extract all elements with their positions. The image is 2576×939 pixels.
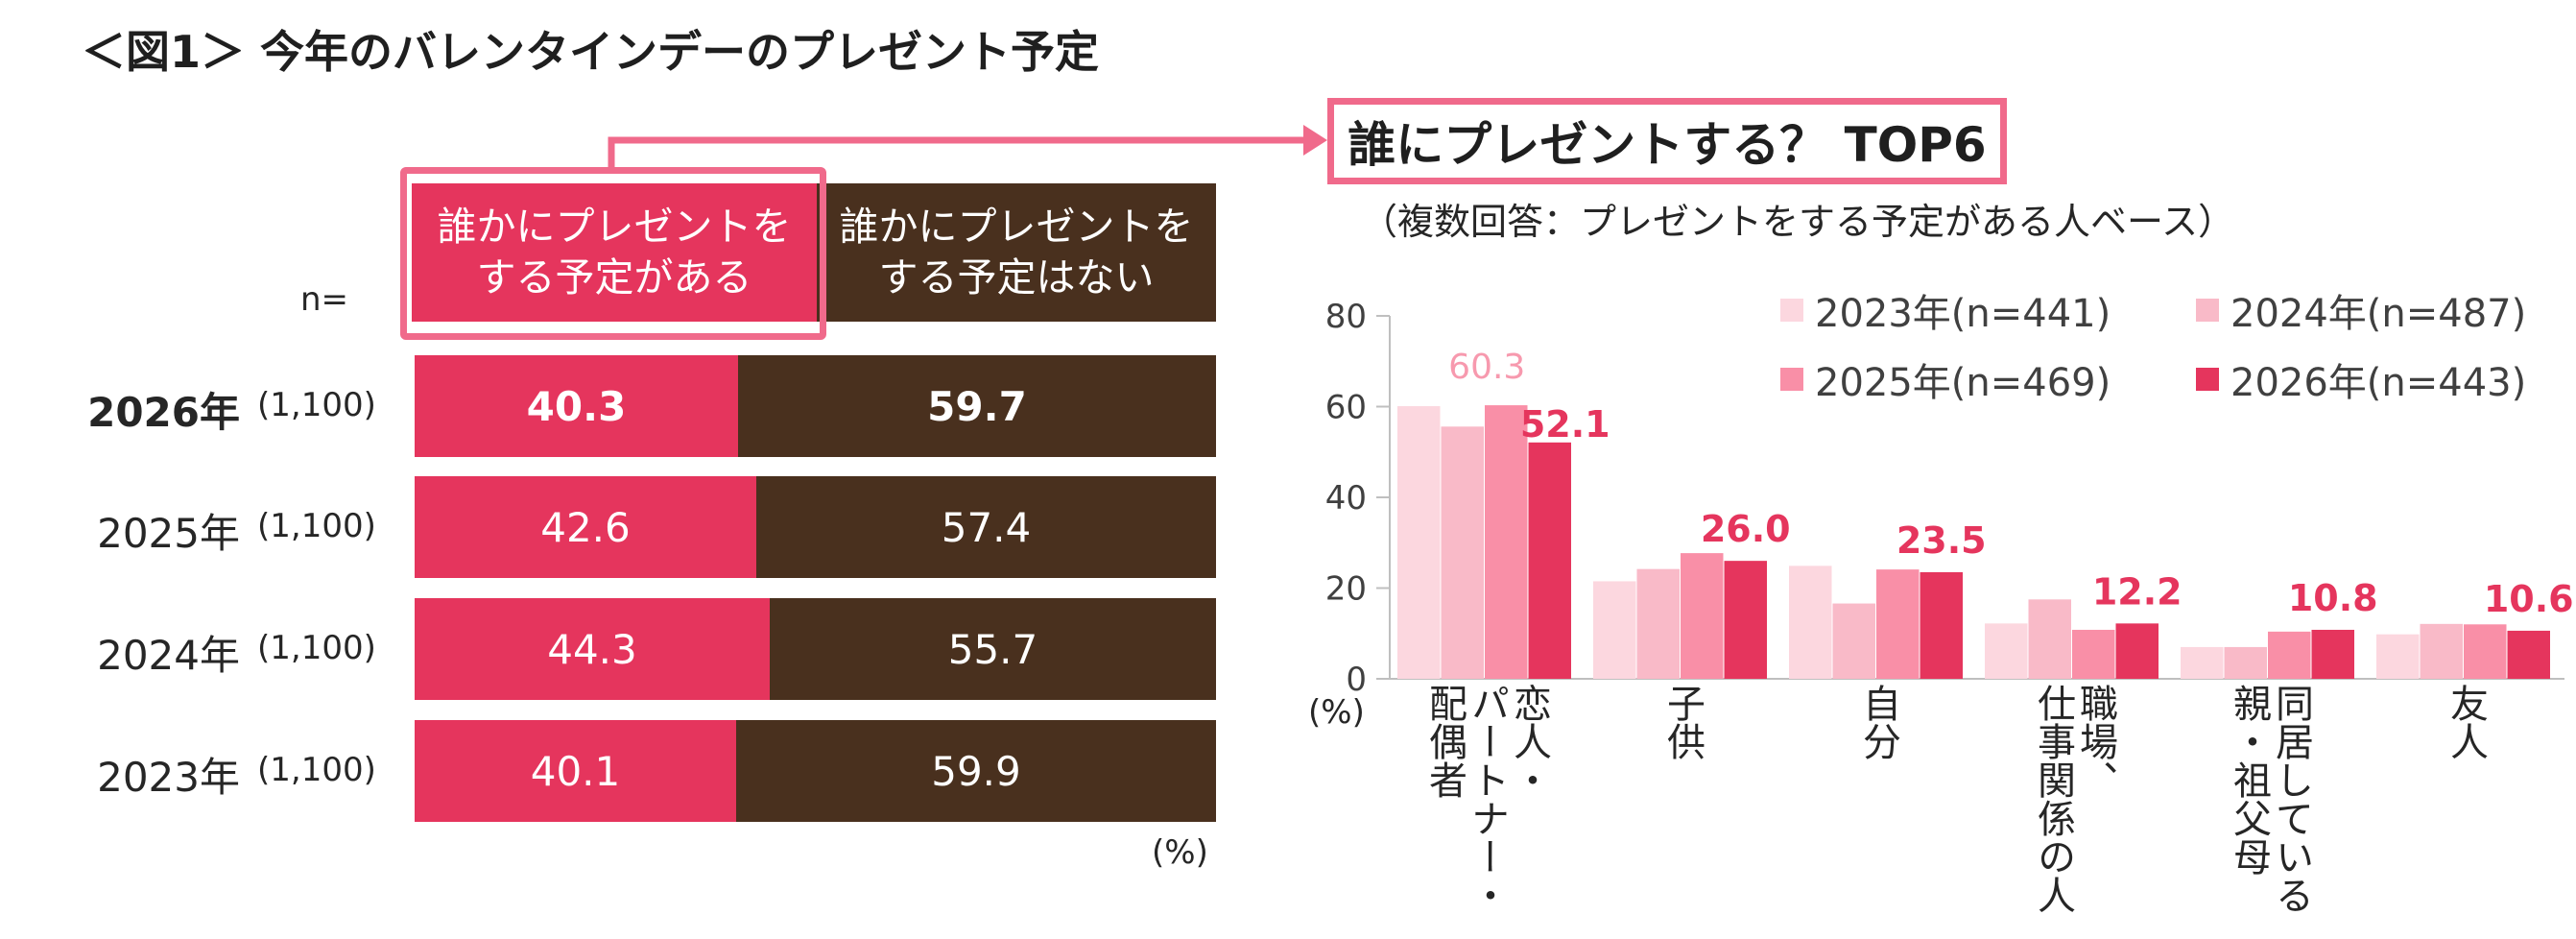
bar-2026-5 [2507, 630, 2550, 679]
data-label-2026: 12.2 [2092, 570, 2182, 613]
category-label: 自分 [1856, 684, 1900, 760]
bar-plan-yes: 42.6 [415, 476, 756, 578]
data-label-2026: 23.5 [1896, 519, 1987, 562]
legend-label-2024: 2024年(n=487) [2230, 292, 2527, 336]
row-year-label: 2025年 [97, 510, 240, 557]
category-label-column: 同居している [2269, 684, 2313, 914]
bar-2023-3 [1985, 623, 2028, 679]
data-label-2026: 52.1 [1520, 403, 1610, 445]
y-axis-unit: (%) [1308, 693, 1365, 732]
y-tick-label: 0 [1346, 661, 1367, 699]
category-label-column: 子供 [1660, 684, 1705, 760]
bar-2025-1 [1681, 553, 1724, 679]
category-label-column: パートナー・ [1465, 684, 1509, 914]
figure-title: ＜図1＞ 今年のバレンタインデーのプレゼント予定 [82, 26, 1100, 78]
header-plan-no-line2: する予定はない [878, 254, 1155, 301]
bar-2026-2 [1920, 571, 1963, 679]
row-n-label: (1,100) [257, 507, 376, 545]
bar-2024-2 [1832, 603, 1875, 679]
bar-2025-0 [1485, 405, 1528, 679]
legend-swatch-2023 [1780, 299, 1803, 322]
y-tick-label: 80 [1325, 298, 1367, 336]
data-label-2025: 60.3 [1448, 348, 1525, 387]
data-label-2026: 10.8 [2288, 577, 2378, 619]
legend-item-2024: 2024年(n=487) [2196, 282, 2526, 338]
bar-2023-1 [1593, 581, 1636, 679]
header-plan-yes-line1: 誰かにプレゼントを [437, 203, 792, 250]
row-year-label: 2023年 [97, 754, 240, 801]
category-label: 職場、 仕事関係の人 [2031, 684, 2117, 914]
category-label-column: 自分 [1856, 684, 1900, 760]
legend-swatch-2025 [1780, 368, 1803, 391]
legend-item-2026: 2026年(n=443) [2196, 351, 2526, 407]
y-tick-label: 40 [1325, 479, 1367, 518]
header-plan-yes: 誰かにプレゼントを する予定がある [412, 183, 817, 322]
bar-plan-no: 59.7 [738, 355, 1216, 457]
bar-2023-0 [1397, 406, 1441, 679]
row-year-label: 2026年 [87, 389, 240, 436]
category-label-column: 仕事関係の人 [2031, 684, 2075, 914]
bar-2024-4 [2224, 646, 2267, 679]
category-label: 同居している 親・祖父母 [2227, 684, 2313, 914]
bar-2025-5 [2464, 624, 2507, 679]
row-n-label: (1,100) [257, 629, 376, 667]
data-label-2026: 26.0 [1701, 508, 1791, 550]
bar-2026-3 [2115, 623, 2159, 679]
row-year-label: 2024年 [97, 632, 240, 679]
n-label: n= [300, 280, 349, 319]
category-label-column: 配偶者 [1422, 684, 1467, 799]
y-tick-label: 60 [1325, 389, 1367, 427]
legend-swatch-2026 [2196, 368, 2219, 391]
y-tick-label: 20 [1325, 570, 1367, 609]
bar-2026-0 [1528, 442, 1571, 679]
legend-item-2025: 2025年(n=469) [1780, 351, 2111, 407]
bar-plan-yes: 44.3 [415, 598, 770, 700]
header-plan-yes-line2: する予定がある [476, 254, 752, 301]
header-plan-no-line1: 誰かにプレゼントを [839, 203, 1194, 250]
bar-2026-4 [2311, 629, 2354, 679]
left-unit-label: (%) [1152, 833, 1208, 872]
connector-arrow [608, 125, 1327, 171]
top6-subtitle: （複数回答：プレゼントをする予定がある人ベース） [1361, 201, 2235, 243]
bar-2024-1 [1636, 568, 1680, 679]
legend-label-2025: 2025年(n=469) [1815, 361, 2111, 405]
bar-2025-2 [1876, 569, 1920, 679]
bar-plan-yes: 40.3 [415, 355, 738, 457]
category-label: 友人 [2444, 684, 2488, 760]
bar-2024-3 [2028, 599, 2071, 679]
bar-2025-3 [2072, 629, 2115, 679]
bar-plan-no: 59.9 [736, 720, 1216, 822]
category-label: 恋人・ パートナー・ 配偶者 [1422, 684, 1551, 914]
bar-2026-1 [1724, 561, 1767, 679]
bar-2023-4 [2181, 646, 2224, 679]
legend-label-2026: 2026年(n=443) [2230, 361, 2527, 405]
legend-swatch-2024 [2196, 299, 2219, 322]
bar-plan-no: 55.7 [770, 598, 1216, 700]
bar-2024-0 [1441, 426, 1484, 679]
header-plan-no: 誰かにプレゼントを する予定はない [817, 183, 1216, 322]
row-n-label: (1,100) [257, 386, 376, 424]
category-label: 子供 [1660, 684, 1705, 760]
row-n-label: (1,100) [257, 751, 376, 789]
bar-2023-2 [1789, 566, 1832, 679]
bar-2024-5 [2420, 623, 2463, 679]
data-label-2026: 10.6 [2484, 578, 2574, 620]
category-label-column: 親・祖父母 [2227, 684, 2271, 876]
category-label-column: 恋人・ [1507, 684, 1551, 799]
legend-item-2023: 2023年(n=441) [1780, 282, 2111, 338]
bar-plan-no: 57.4 [756, 476, 1216, 578]
legend-label-2023: 2023年(n=441) [1815, 292, 2111, 336]
bar-2025-4 [2268, 631, 2311, 679]
bar-plan-yes: 40.1 [415, 720, 736, 822]
top6-title-box: 誰にプレゼントする？ TOP6 [1327, 98, 2007, 184]
category-label-column: 友人 [2444, 684, 2488, 760]
bar-2023-5 [2376, 634, 2420, 679]
category-label-column: 職場、 [2073, 684, 2117, 799]
